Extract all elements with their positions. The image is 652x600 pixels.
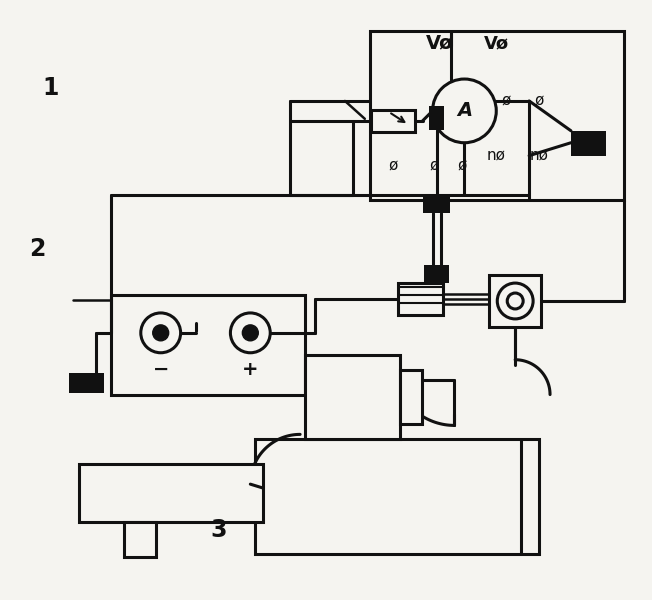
Bar bbox=[371, 110, 415, 132]
Bar bbox=[256, 439, 539, 554]
Bar bbox=[428, 106, 445, 130]
Bar bbox=[422, 196, 451, 214]
Text: ø: ø bbox=[388, 158, 398, 173]
Text: +: + bbox=[242, 360, 259, 379]
Text: 1: 1 bbox=[42, 76, 58, 100]
Text: 3: 3 bbox=[211, 518, 227, 542]
Text: Vø: Vø bbox=[426, 34, 453, 53]
Bar bbox=[69, 373, 104, 392]
Text: ø: ø bbox=[458, 158, 467, 173]
Text: ø: ø bbox=[501, 94, 511, 109]
Text: A: A bbox=[457, 101, 472, 121]
Bar bbox=[571, 131, 606, 155]
Bar bbox=[124, 522, 156, 557]
Text: nø: nø bbox=[529, 148, 548, 163]
Text: 2: 2 bbox=[29, 237, 45, 261]
Bar bbox=[398, 283, 443, 315]
Circle shape bbox=[153, 325, 169, 341]
Bar bbox=[489, 275, 541, 327]
Bar bbox=[370, 31, 624, 200]
Bar bbox=[305, 355, 400, 439]
Text: nø: nø bbox=[487, 148, 506, 163]
Bar bbox=[424, 265, 449, 283]
Bar bbox=[111, 295, 305, 395]
Circle shape bbox=[432, 79, 496, 143]
Text: ø: ø bbox=[535, 94, 544, 109]
Circle shape bbox=[507, 293, 523, 309]
Text: ø: ø bbox=[430, 158, 439, 173]
Text: Vø: Vø bbox=[484, 34, 509, 52]
Text: −: − bbox=[153, 360, 169, 379]
Circle shape bbox=[497, 283, 533, 319]
Circle shape bbox=[243, 325, 258, 341]
Circle shape bbox=[230, 313, 270, 353]
Bar bbox=[400, 370, 422, 424]
Circle shape bbox=[141, 313, 181, 353]
Bar bbox=[79, 464, 263, 522]
Bar bbox=[422, 196, 451, 214]
